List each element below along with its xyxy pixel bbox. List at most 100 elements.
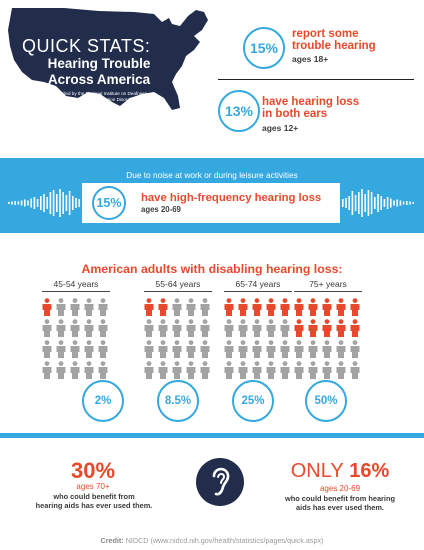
person-icon: [186, 319, 196, 337]
person-icon: [98, 319, 108, 337]
person-icon: [308, 298, 318, 316]
sound-wave-bar: [396, 199, 398, 207]
compiled-line-2: and Other Communication Disorders: [61, 97, 137, 102]
person-icon: [56, 319, 66, 337]
sound-wave-bar: [367, 190, 370, 216]
stat-trouble-hearing-text: report some trouble hearing: [292, 28, 376, 52]
person-icon: [144, 361, 154, 379]
pct-55-64: 8.5%: [157, 380, 199, 422]
sound-wave-bar: [20, 200, 23, 206]
sound-wave-bar: [402, 201, 405, 205]
sound-wave-bar: [30, 198, 32, 208]
stat-both-ears-ages: ages 12+: [262, 123, 299, 133]
sound-wave-bar: [49, 192, 52, 214]
hearing-aid-70plus-desc: who could benefit from hearing aids has …: [30, 492, 158, 510]
person-icon: [294, 340, 304, 358]
sound-wave-bar: [399, 200, 402, 206]
headline-line-1: Hearing Trouble: [47, 56, 151, 71]
person-icon: [266, 298, 276, 316]
person-icon: [158, 340, 168, 358]
person-icon: [336, 298, 346, 316]
person-icon: [252, 340, 262, 358]
stat-trouble-hearing-line-2: trouble hearing: [292, 40, 376, 52]
quick-stats-title: QUICK STATS:: [22, 36, 151, 56]
person-icon: [252, 298, 262, 316]
hearing-aid-70plus-desc-line-1: who could benefit from: [53, 492, 135, 501]
hearing-aid-70plus-desc-line-2: hearing aids has ever used them.: [35, 501, 153, 510]
sound-wave-bar: [348, 196, 350, 210]
person-icon: [224, 298, 234, 316]
sound-wave-bar: [342, 199, 344, 207]
age-rule-65-74: [224, 291, 292, 292]
sound-wave-right-icon: [342, 189, 414, 217]
person-icon: [322, 361, 332, 379]
sound-wave-left-icon: [8, 189, 80, 217]
hearing-aid-only-word: ONLY: [290, 460, 344, 482]
person-icon: [158, 298, 168, 316]
sound-wave-bar: [383, 199, 386, 207]
person-icon: [84, 340, 94, 358]
sound-wave-bar: [43, 194, 45, 212]
sound-wave-bar: [406, 201, 408, 205]
person-icon: [308, 319, 318, 337]
people-grid-55-64: [144, 298, 210, 379]
people-grid-45-54: [42, 298, 108, 379]
ear-badge: [196, 458, 244, 506]
person-icon: [266, 361, 276, 379]
pct-65-74: 25%: [232, 380, 274, 422]
hearing-aid-20-69-ages: ages 20-69: [319, 484, 361, 493]
headline-line-2: Across America: [47, 72, 151, 87]
sound-wave-bar: [345, 198, 347, 208]
person-icon: [172, 319, 182, 337]
age-rule-45-54: [42, 291, 110, 292]
person-icon: [280, 340, 290, 358]
sound-wave-bar: [75, 198, 77, 208]
person-icon: [42, 361, 52, 379]
person-icon: [144, 298, 154, 316]
credit-text: NIDCD (www.nidcd.nih.gov/health/statisti…: [125, 536, 324, 545]
person-icon: [84, 361, 94, 379]
usa-map-icon: [8, 8, 208, 110]
person-icon: [238, 298, 248, 316]
person-icon: [70, 361, 80, 379]
person-icon: [200, 361, 210, 379]
stat-both-ears-line-2: in both ears: [262, 108, 328, 120]
person-icon: [224, 340, 234, 358]
person-icon: [350, 361, 360, 379]
person-icon: [238, 319, 248, 337]
person-icon: [280, 319, 290, 337]
sound-wave-bar: [361, 189, 363, 217]
person-icon: [350, 340, 360, 358]
hearing-aid-20-69-percent: 16%: [349, 460, 390, 482]
pct-45-54: 2%: [82, 380, 124, 422]
person-icon: [158, 319, 168, 337]
person-icon: [56, 298, 66, 316]
person-icon: [200, 340, 210, 358]
person-icon: [350, 298, 360, 316]
person-icon: [200, 298, 210, 316]
person-icon: [336, 340, 346, 358]
person-icon: [308, 340, 318, 358]
noise-percent: 15%: [92, 186, 126, 220]
noise-ages: ages 20-69: [141, 205, 181, 214]
person-icon: [98, 361, 108, 379]
age-label-55-64: 55-64 years: [155, 279, 201, 289]
sound-wave-bar: [409, 201, 411, 205]
person-icon: [186, 298, 196, 316]
sound-wave-bar: [52, 190, 55, 216]
stat-trouble-hearing-ages: ages 18+: [292, 54, 329, 64]
person-icon: [42, 319, 52, 337]
person-icon: [224, 319, 234, 337]
person-icon: [158, 361, 168, 379]
stat-both-ears-text: have hearing loss in both ears: [262, 96, 359, 120]
sound-wave-bar: [14, 201, 16, 205]
sound-wave-bar: [358, 192, 360, 214]
person-icon: [56, 340, 66, 358]
sound-wave-bar: [370, 192, 373, 214]
sound-wave-bar: [351, 191, 354, 215]
noise-band-caption: Due to noise at work or during leisure a…: [126, 170, 298, 180]
hearing-aid-20-69-desc-line-1: who could benefit from hearing: [284, 494, 396, 503]
person-icon: [336, 361, 346, 379]
person-icon: [224, 361, 234, 379]
person-icon: [98, 340, 108, 358]
